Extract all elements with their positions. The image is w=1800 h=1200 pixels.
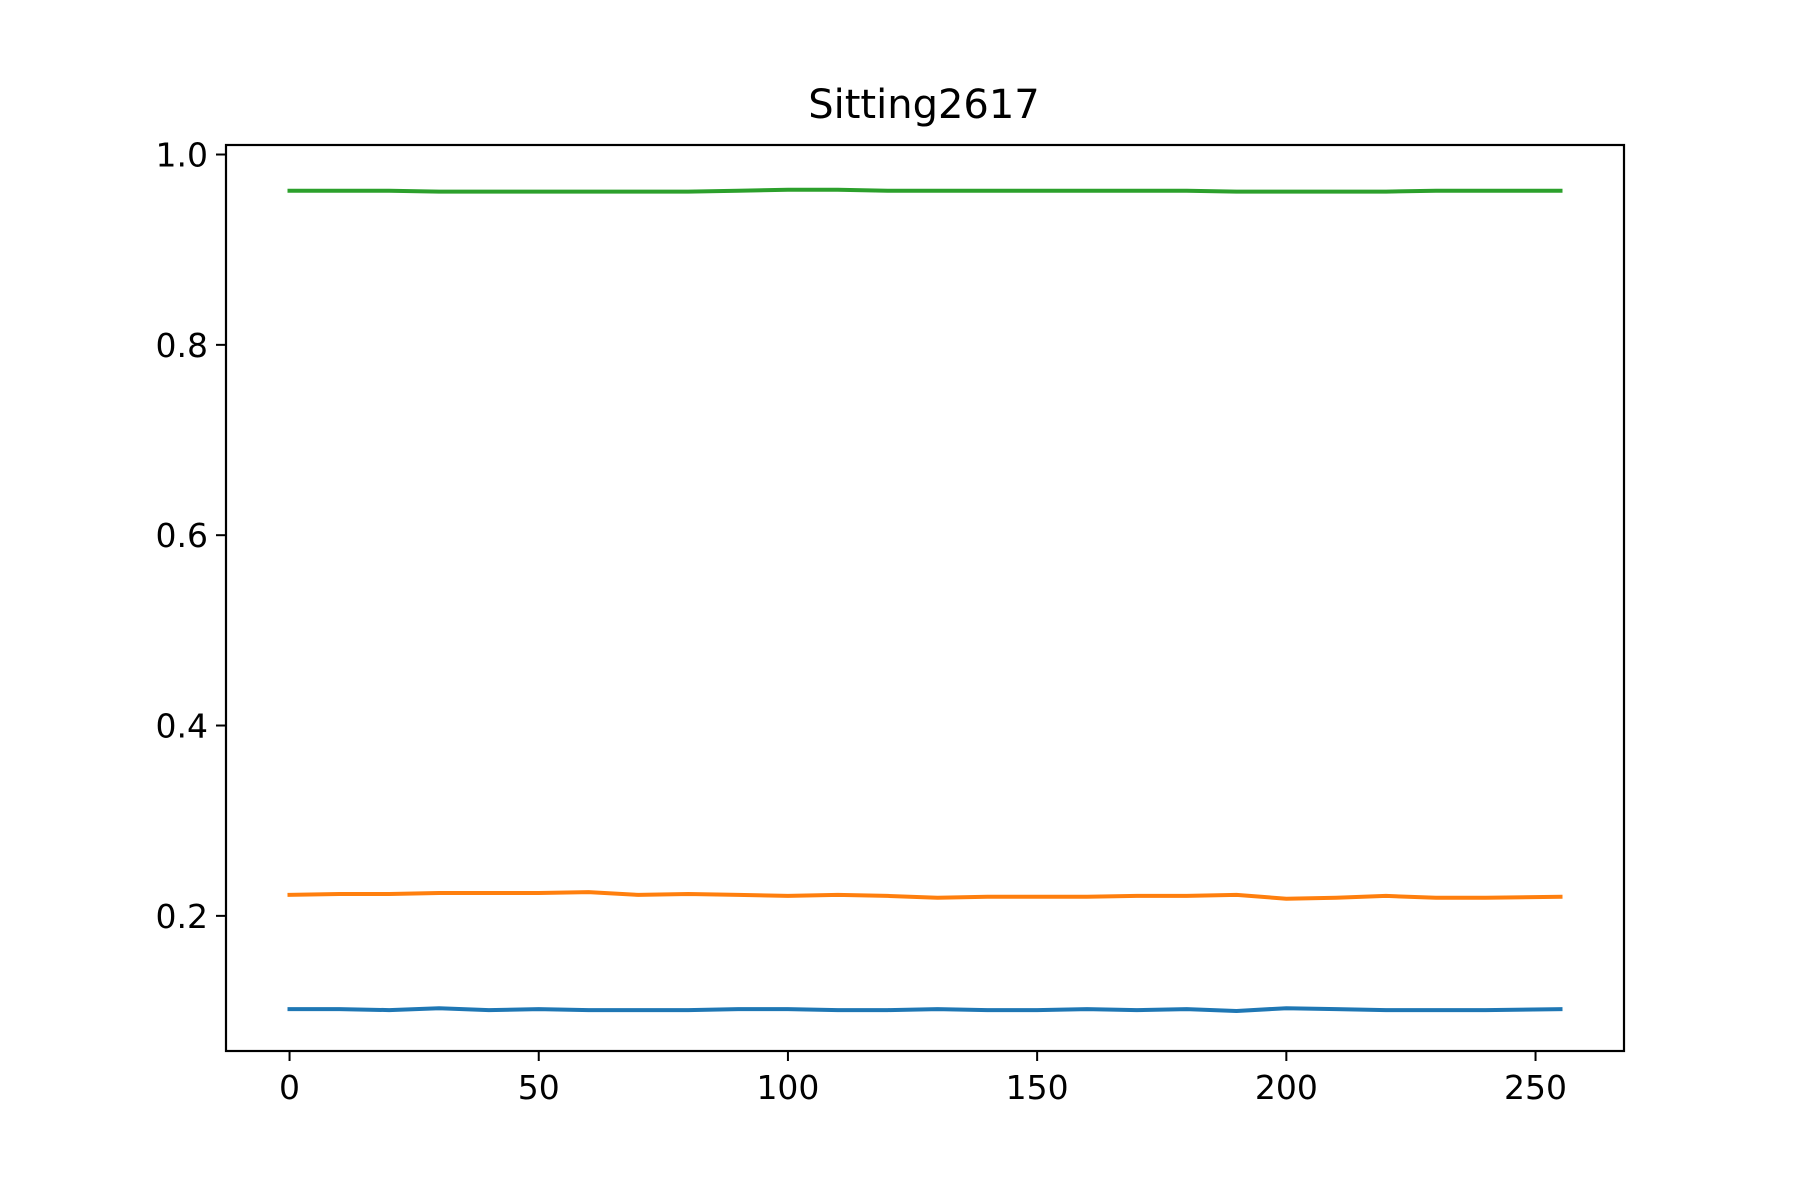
series-line-1 bbox=[287, 1006, 1563, 1013]
y-tick-label: 1.0 bbox=[156, 136, 208, 175]
series-line-3 bbox=[287, 187, 1563, 194]
x-tick-label: 0 bbox=[279, 1068, 300, 1107]
x-tick-label: 50 bbox=[518, 1068, 560, 1107]
y-tick-label: 0.4 bbox=[156, 707, 208, 746]
y-tick-label: 0.2 bbox=[156, 897, 208, 936]
plot-frame bbox=[224, 143, 1626, 1053]
y-axis: 0.2 0.4 0.6 0.8 1.0 bbox=[156, 136, 226, 936]
x-axis: 0 50 100 150 200 250 bbox=[279, 1051, 1567, 1107]
x-tick-label: 100 bbox=[756, 1068, 819, 1107]
series-layer bbox=[287, 187, 1563, 1013]
y-tick-label: 0.6 bbox=[156, 516, 208, 555]
chart-title: Sitting2617 bbox=[808, 82, 1040, 128]
x-tick-label: 250 bbox=[1504, 1068, 1567, 1107]
x-tick-label: 150 bbox=[1006, 1068, 1069, 1107]
x-tick-label: 200 bbox=[1255, 1068, 1318, 1107]
series-line-2 bbox=[287, 890, 1563, 901]
y-tick-label: 0.8 bbox=[156, 326, 208, 365]
